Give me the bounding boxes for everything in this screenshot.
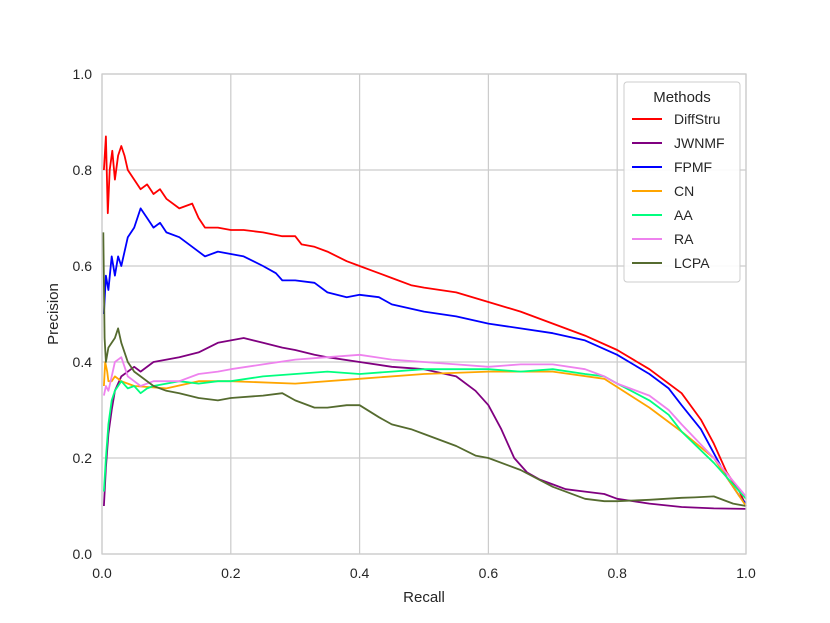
series-line-ra: [103, 353, 747, 497]
legend-label-jwnmf: JWNMF: [674, 135, 725, 151]
legend-label-lcpa: LCPA: [674, 255, 710, 271]
y-axis-ticks: 0.0 0.2 0.4 0.6 0.8 1.0: [73, 66, 93, 562]
y-tick-label: 0.2: [73, 450, 93, 466]
series-line-jwnmf: [103, 337, 747, 510]
y-tick-label: 0.6: [73, 258, 93, 274]
x-tick-label: 0.6: [479, 565, 499, 581]
series-lines: [102, 135, 747, 510]
x-tick-label: 0.8: [607, 565, 627, 581]
legend: Methods DiffStru JWNMF FPMF CN AA RA LCPA: [623, 81, 741, 283]
x-axis-ticks: 0.0 0.2 0.4 0.6 0.8 1.0: [92, 565, 756, 581]
series-line-lcpa: [102, 232, 747, 507]
x-tick-label: 0.0: [92, 565, 112, 581]
legend-label-aa: AA: [674, 207, 693, 223]
legend-label-ra: RA: [674, 231, 694, 247]
y-tick-label: 0.0: [73, 546, 93, 562]
x-tick-label: 0.2: [221, 565, 241, 581]
plot-frame: [101, 73, 747, 555]
series-line-diffstru: [103, 135, 747, 507]
y-tick-label: 1.0: [73, 66, 93, 82]
y-axis-label: Precision: [45, 283, 62, 345]
legend-label-fpmf: FPMF: [674, 159, 712, 175]
legend-items: DiffStru JWNMF FPMF CN AA RA LCPA: [632, 111, 725, 271]
x-axis-label: Recall: [403, 589, 445, 606]
x-tick-label: 1.0: [736, 565, 756, 581]
x-tick-label: 0.4: [350, 565, 370, 581]
series-line-fpmf: [103, 207, 747, 505]
legend-label-cn: CN: [674, 183, 694, 199]
y-tick-label: 0.4: [73, 354, 93, 370]
legend-title: Methods: [653, 89, 711, 106]
legend-label-diffstru: DiffStru: [674, 111, 720, 127]
y-tick-label: 0.8: [73, 162, 93, 178]
legend-box: [623, 81, 741, 283]
